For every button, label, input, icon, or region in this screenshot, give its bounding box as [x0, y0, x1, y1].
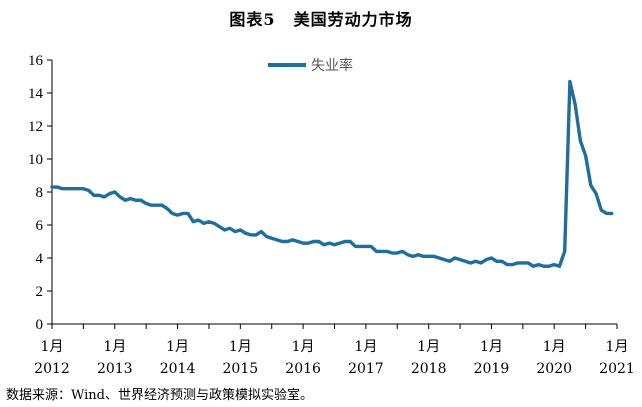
x-tick-year: 2021: [599, 361, 635, 377]
x-tick-month: 1月: [229, 339, 252, 355]
x-tick-year: 2019: [474, 361, 510, 377]
x-tick-year: 2015: [223, 361, 259, 377]
y-tick-label: 4: [36, 251, 44, 267]
y-tick-label: 6: [36, 218, 44, 234]
x-tick-year: 2018: [411, 361, 447, 377]
x-tick-month: 1月: [354, 339, 377, 355]
x-tick-year: 2014: [160, 361, 196, 377]
x-tick-month: 1月: [606, 339, 629, 355]
y-tick-label: 10: [28, 152, 43, 168]
y-tick-label: 14: [28, 86, 44, 102]
x-tick-month: 1月: [166, 339, 189, 355]
y-tick-label: 12: [28, 119, 43, 135]
x-tick-year: 2012: [34, 361, 70, 377]
x-tick-month: 1月: [292, 339, 315, 355]
x-tick-month: 1月: [417, 339, 440, 355]
x-tick-year: 2017: [348, 361, 384, 377]
series-layer: [50, 79, 614, 268]
x-tick-month: 1月: [41, 339, 64, 355]
y-tick-label: 8: [36, 185, 44, 201]
y-axis: 0 2 4 6 8 10 12 14 16: [28, 53, 53, 333]
legend-label-unemployment: 失业率: [311, 57, 353, 74]
y-tick-label: 2: [36, 284, 44, 300]
legend: 失业率: [268, 57, 353, 74]
x-tick-year: 2016: [285, 361, 321, 377]
figure-title: 图表5 美国劳动力市场: [0, 6, 642, 30]
figure-title-text: 美国劳动力市场: [293, 10, 413, 29]
x-tick-month: 1月: [543, 339, 566, 355]
x-tick-year: 2020: [536, 361, 572, 377]
y-tick-label: 0: [36, 317, 44, 333]
source-note: 数据来源：Wind、世界经济预测与政策模拟实验室。: [6, 388, 313, 403]
y-tick-label: 16: [28, 53, 44, 69]
figure-label: 图表5: [229, 10, 276, 29]
x-tick-month: 1月: [103, 339, 126, 355]
x-tick-month: 1月: [480, 339, 503, 355]
x-axis: 1月 2012 1月 2013 1月 2014 1月 2015 1月 2016 1月 2017 1月 20…: [34, 323, 635, 377]
x-tick-year: 2013: [97, 361, 133, 377]
series-line-unemployment-rate: [50, 79, 614, 268]
